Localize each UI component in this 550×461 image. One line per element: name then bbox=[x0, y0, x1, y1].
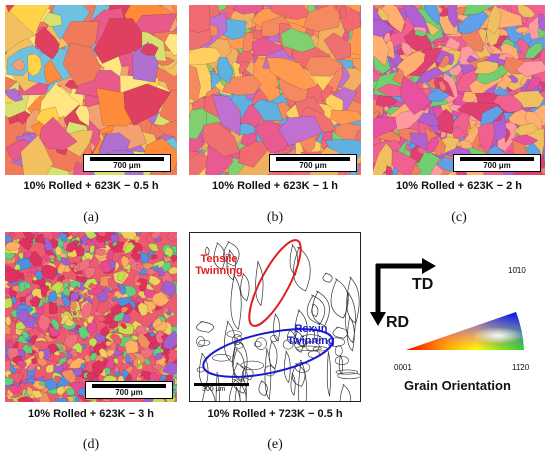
scale-bar-d-label: 700 μm bbox=[115, 388, 143, 397]
tensile-twinning-ellipse bbox=[248, 239, 302, 327]
letter-c: (c) bbox=[451, 210, 467, 225]
ebsd-map-b-image bbox=[189, 5, 361, 175]
ebsd-map-b: 700 μm bbox=[189, 5, 361, 175]
scale-bar-b-label: 700 μm bbox=[299, 161, 327, 170]
caption-e: 10% Rolled + 723K − 0.5 h bbox=[207, 408, 343, 420]
boundary-map-e-image bbox=[190, 233, 360, 401]
boundary-map-e: Tensile Twinning Rex in Twinning 300 μm bbox=[189, 232, 361, 402]
letter-e: (e) bbox=[267, 437, 283, 452]
scale-bar-b: 700 μm bbox=[269, 154, 357, 172]
ebsd-map-c: 700 μm bbox=[373, 5, 545, 175]
caption-a: 10% Rolled + 623K − 0.5 h bbox=[23, 180, 159, 192]
rex-twinning-text: Rex in Twinning bbox=[287, 323, 335, 347]
ipf-legend-triangle bbox=[406, 312, 524, 350]
tensile-twinning-label: Tensile Twinning bbox=[192, 253, 246, 277]
scale-bar-d: 700 μm bbox=[85, 381, 173, 399]
scale-bar-a-label: 700 μm bbox=[113, 161, 141, 170]
legend-0001-label: 0001 bbox=[394, 363, 412, 372]
rex-twinning-ellipse bbox=[202, 328, 334, 378]
scale-bar-c-label: 700 μm bbox=[483, 161, 511, 170]
scale-bar-e: 300 μm bbox=[194, 383, 249, 397]
scale-bar-c: 700 μm bbox=[453, 154, 541, 172]
legend-11-20-label: 11̄20 bbox=[512, 363, 530, 372]
caption-d: 10% Rolled + 623K − 3 h bbox=[28, 408, 154, 420]
legend-10-10-label: 10̄10 bbox=[508, 266, 526, 275]
ebsd-map-c-image bbox=[373, 5, 545, 175]
scale-bar-e-label: 300 μm bbox=[202, 386, 226, 393]
td-label: TD bbox=[412, 276, 434, 293]
rex-twinning-label: Rex in Twinning bbox=[284, 323, 338, 347]
tensile-twinning-text: Tensile Twinning bbox=[195, 253, 243, 277]
axes-arrows bbox=[370, 258, 436, 326]
letter-b: (b) bbox=[266, 210, 284, 225]
rd-label: RD bbox=[386, 314, 410, 331]
letter-d: (d) bbox=[82, 437, 100, 452]
legend-title: Grain Orientation bbox=[404, 378, 511, 393]
ebsd-map-d: 700 μm bbox=[5, 232, 177, 402]
letter-a: (a) bbox=[83, 210, 99, 225]
caption-c: 10% Rolled + 623K − 2 h bbox=[396, 180, 522, 192]
ebsd-map-a: 700 μm bbox=[5, 5, 177, 175]
ebsd-map-d-image bbox=[5, 232, 177, 402]
scale-bar-a: 700 μm bbox=[83, 154, 171, 172]
ebsd-map-a-image bbox=[5, 5, 177, 175]
caption-b: 10% Rolled + 623K − 1 h bbox=[212, 180, 338, 192]
